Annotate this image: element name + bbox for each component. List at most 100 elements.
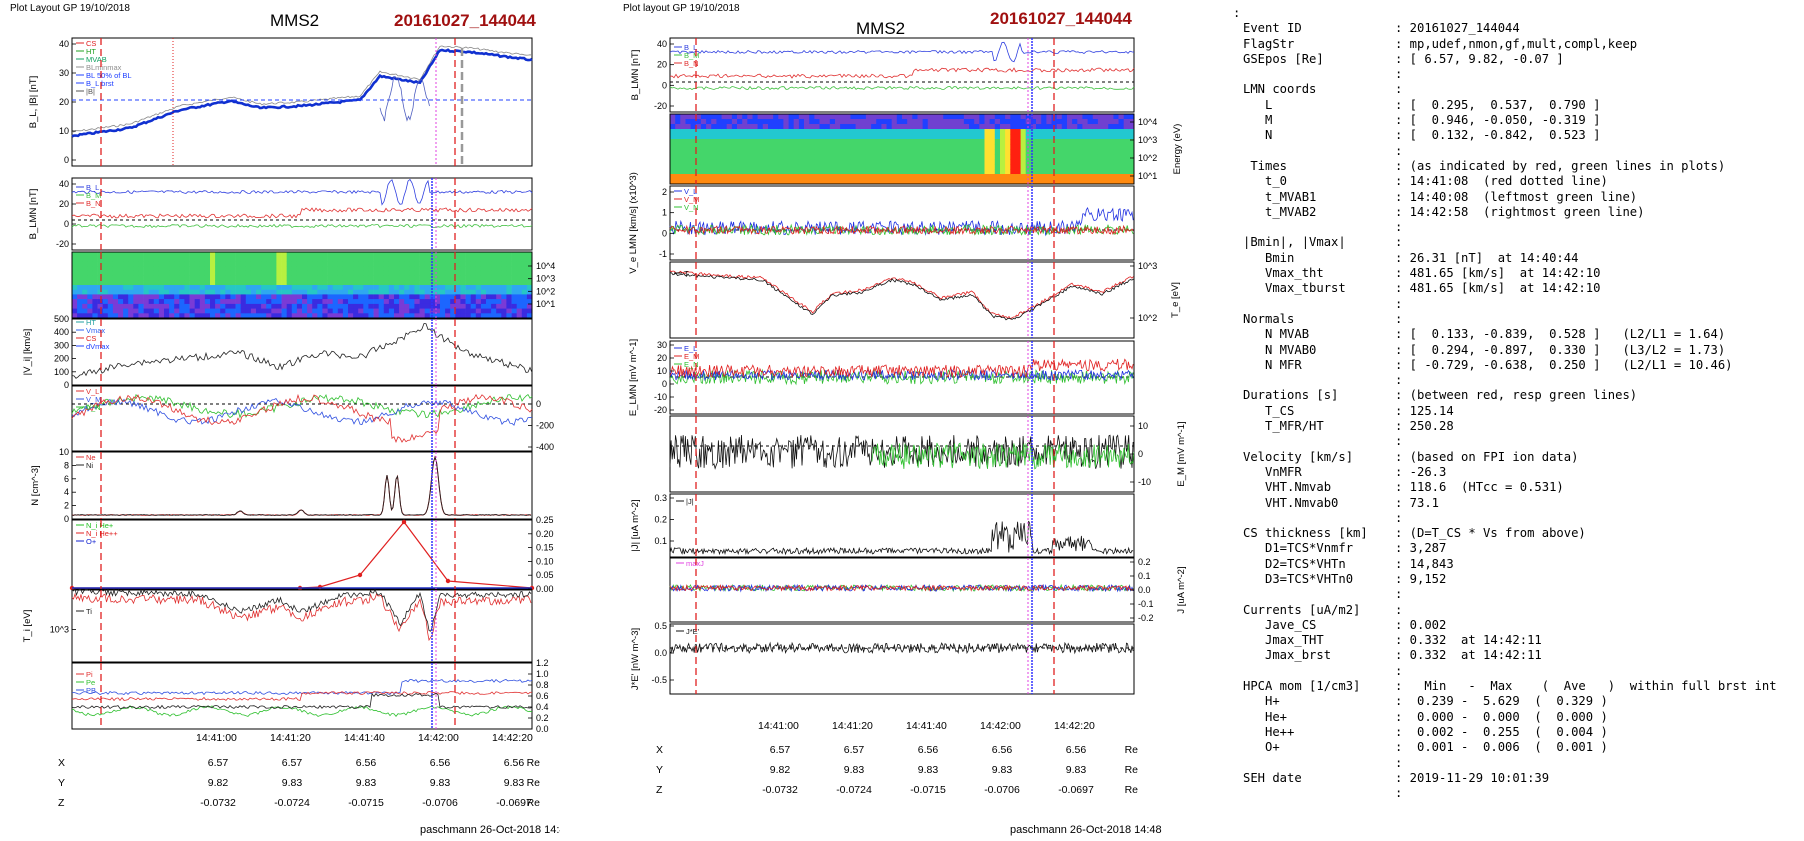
spectrogram-cell — [491, 294, 497, 300]
spectrogram-cell — [1061, 119, 1068, 125]
spectrogram-cell — [809, 119, 815, 125]
spectrogram-cell — [475, 261, 482, 267]
spectrogram-cell — [302, 280, 308, 286]
spectrogram-cell — [286, 266, 293, 272]
spectrogram-cell — [174, 252, 180, 258]
summary-line: : — [1243, 297, 1803, 312]
spectrogram-cell — [1087, 114, 1094, 120]
panel-energy — [71, 251, 533, 319]
spectrogram-cell — [296, 308, 303, 314]
spectrogram-cell — [922, 179, 929, 185]
spectrogram-cell — [174, 289, 180, 295]
spectrogram-cell — [845, 124, 851, 130]
spectrogram-cell — [164, 299, 170, 305]
spectrogram-cell — [261, 294, 267, 300]
spectrogram-cell — [158, 303, 165, 309]
summary-value: : 3,287 — [1395, 541, 1447, 556]
spectrogram-cell — [220, 275, 226, 281]
spectrogram-cell — [850, 114, 856, 120]
spectrogram-cell — [419, 313, 426, 319]
spectrogram-cell — [932, 159, 939, 165]
spectrogram-cell — [984, 164, 991, 170]
spectrogram-cell — [450, 252, 456, 258]
spectrogram-cell — [1000, 119, 1006, 125]
spectrogram-cell — [819, 174, 826, 180]
y-tick-label: 1 — [662, 208, 667, 218]
spectrogram-cell — [1046, 169, 1052, 175]
legend-entry: MVAB — [86, 55, 107, 64]
spectrogram-cell — [526, 303, 533, 309]
spectrogram-cell — [711, 149, 717, 155]
summary-key: N MVAB0 — [1243, 342, 1317, 357]
spectrogram-cell — [77, 275, 83, 281]
spectrogram-cell — [72, 256, 78, 262]
spectrogram-cell — [460, 270, 466, 276]
spectrogram-cell — [695, 169, 702, 175]
spectrogram-cell — [455, 266, 461, 272]
spectrogram-cell — [726, 134, 733, 140]
spectrogram-cell — [778, 134, 784, 140]
spectrogram-cell — [886, 144, 893, 150]
y-tick-label: 10^3 — [1138, 261, 1157, 271]
summary-key: Velocity [km/s] — [1243, 449, 1354, 464]
spectrogram-cell — [1041, 114, 1047, 120]
spectrogram-cell — [871, 114, 877, 120]
spectrogram-cell — [829, 124, 836, 130]
spectrogram-cell — [953, 124, 960, 130]
spectrogram-cell — [891, 169, 898, 175]
spectrogram-cell — [327, 252, 334, 258]
summary-value: : — [1395, 602, 1403, 617]
spectrogram-cell — [317, 294, 323, 300]
spectrogram-cell — [912, 134, 918, 140]
spectrogram-cell — [516, 256, 523, 262]
spectrogram-cell — [917, 124, 924, 130]
spectrogram-cell — [194, 252, 201, 258]
spectrogram-cell — [77, 308, 83, 314]
spectrogram-cell — [480, 303, 487, 309]
spectrogram-cell — [1103, 174, 1109, 180]
spectrogram-cell — [1113, 164, 1119, 170]
spectrogram-cell — [958, 174, 965, 180]
summary-line: HPCA mom [1/cm3]: Min - Max ( Ave ) with… — [1243, 679, 1803, 694]
spectrogram-cell — [399, 289, 405, 295]
spectrogram-cell — [948, 149, 954, 155]
spectrogram-cell — [788, 154, 795, 160]
spectrogram-cell — [455, 275, 461, 281]
spectrogram-cell — [783, 164, 789, 170]
spectrogram-cell — [721, 144, 728, 150]
spectrogram-cell — [220, 280, 226, 286]
spectrogram-cell — [840, 159, 846, 165]
spectrogram-cell — [235, 261, 242, 267]
spectrogram-cell — [291, 261, 298, 267]
spectrogram-cell — [835, 154, 841, 160]
spectrogram-cell — [368, 308, 374, 314]
spectrogram-cell — [989, 124, 996, 130]
spectrogram-cell — [943, 129, 949, 135]
y-tick-label: 0.15 — [536, 543, 554, 553]
spectrogram-cell — [97, 303, 104, 309]
spectrogram-cell — [1005, 164, 1011, 170]
spectrogram-cell — [752, 149, 759, 155]
spectrogram-cell — [726, 154, 733, 160]
spectrogram-cell — [521, 252, 528, 258]
spectrogram-cell — [773, 134, 779, 140]
spectrogram-cell — [670, 169, 676, 175]
legend-entry: V_M — [684, 195, 699, 204]
spectrogram-cell — [240, 289, 247, 295]
spectrogram-cell — [358, 270, 364, 276]
spectrogram-cell — [337, 294, 344, 300]
spectrogram-cell — [521, 294, 528, 300]
y-tick-label: 0.2 — [1138, 557, 1151, 567]
spectrogram-cell — [148, 313, 155, 319]
spectrogram-cell — [266, 308, 272, 314]
spectrogram-cell — [938, 154, 944, 160]
plot-area — [72, 178, 532, 250]
spectrogram-cell — [92, 308, 98, 314]
spectrogram-cell — [368, 289, 374, 295]
spectrogram-cell — [860, 164, 867, 170]
spectrogram-cell — [445, 256, 451, 262]
spectrogram-cell — [855, 129, 862, 135]
y-tick-label: 0.25 — [536, 515, 554, 525]
spectrogram-cell — [434, 313, 441, 319]
spectrogram-cell — [783, 179, 789, 185]
